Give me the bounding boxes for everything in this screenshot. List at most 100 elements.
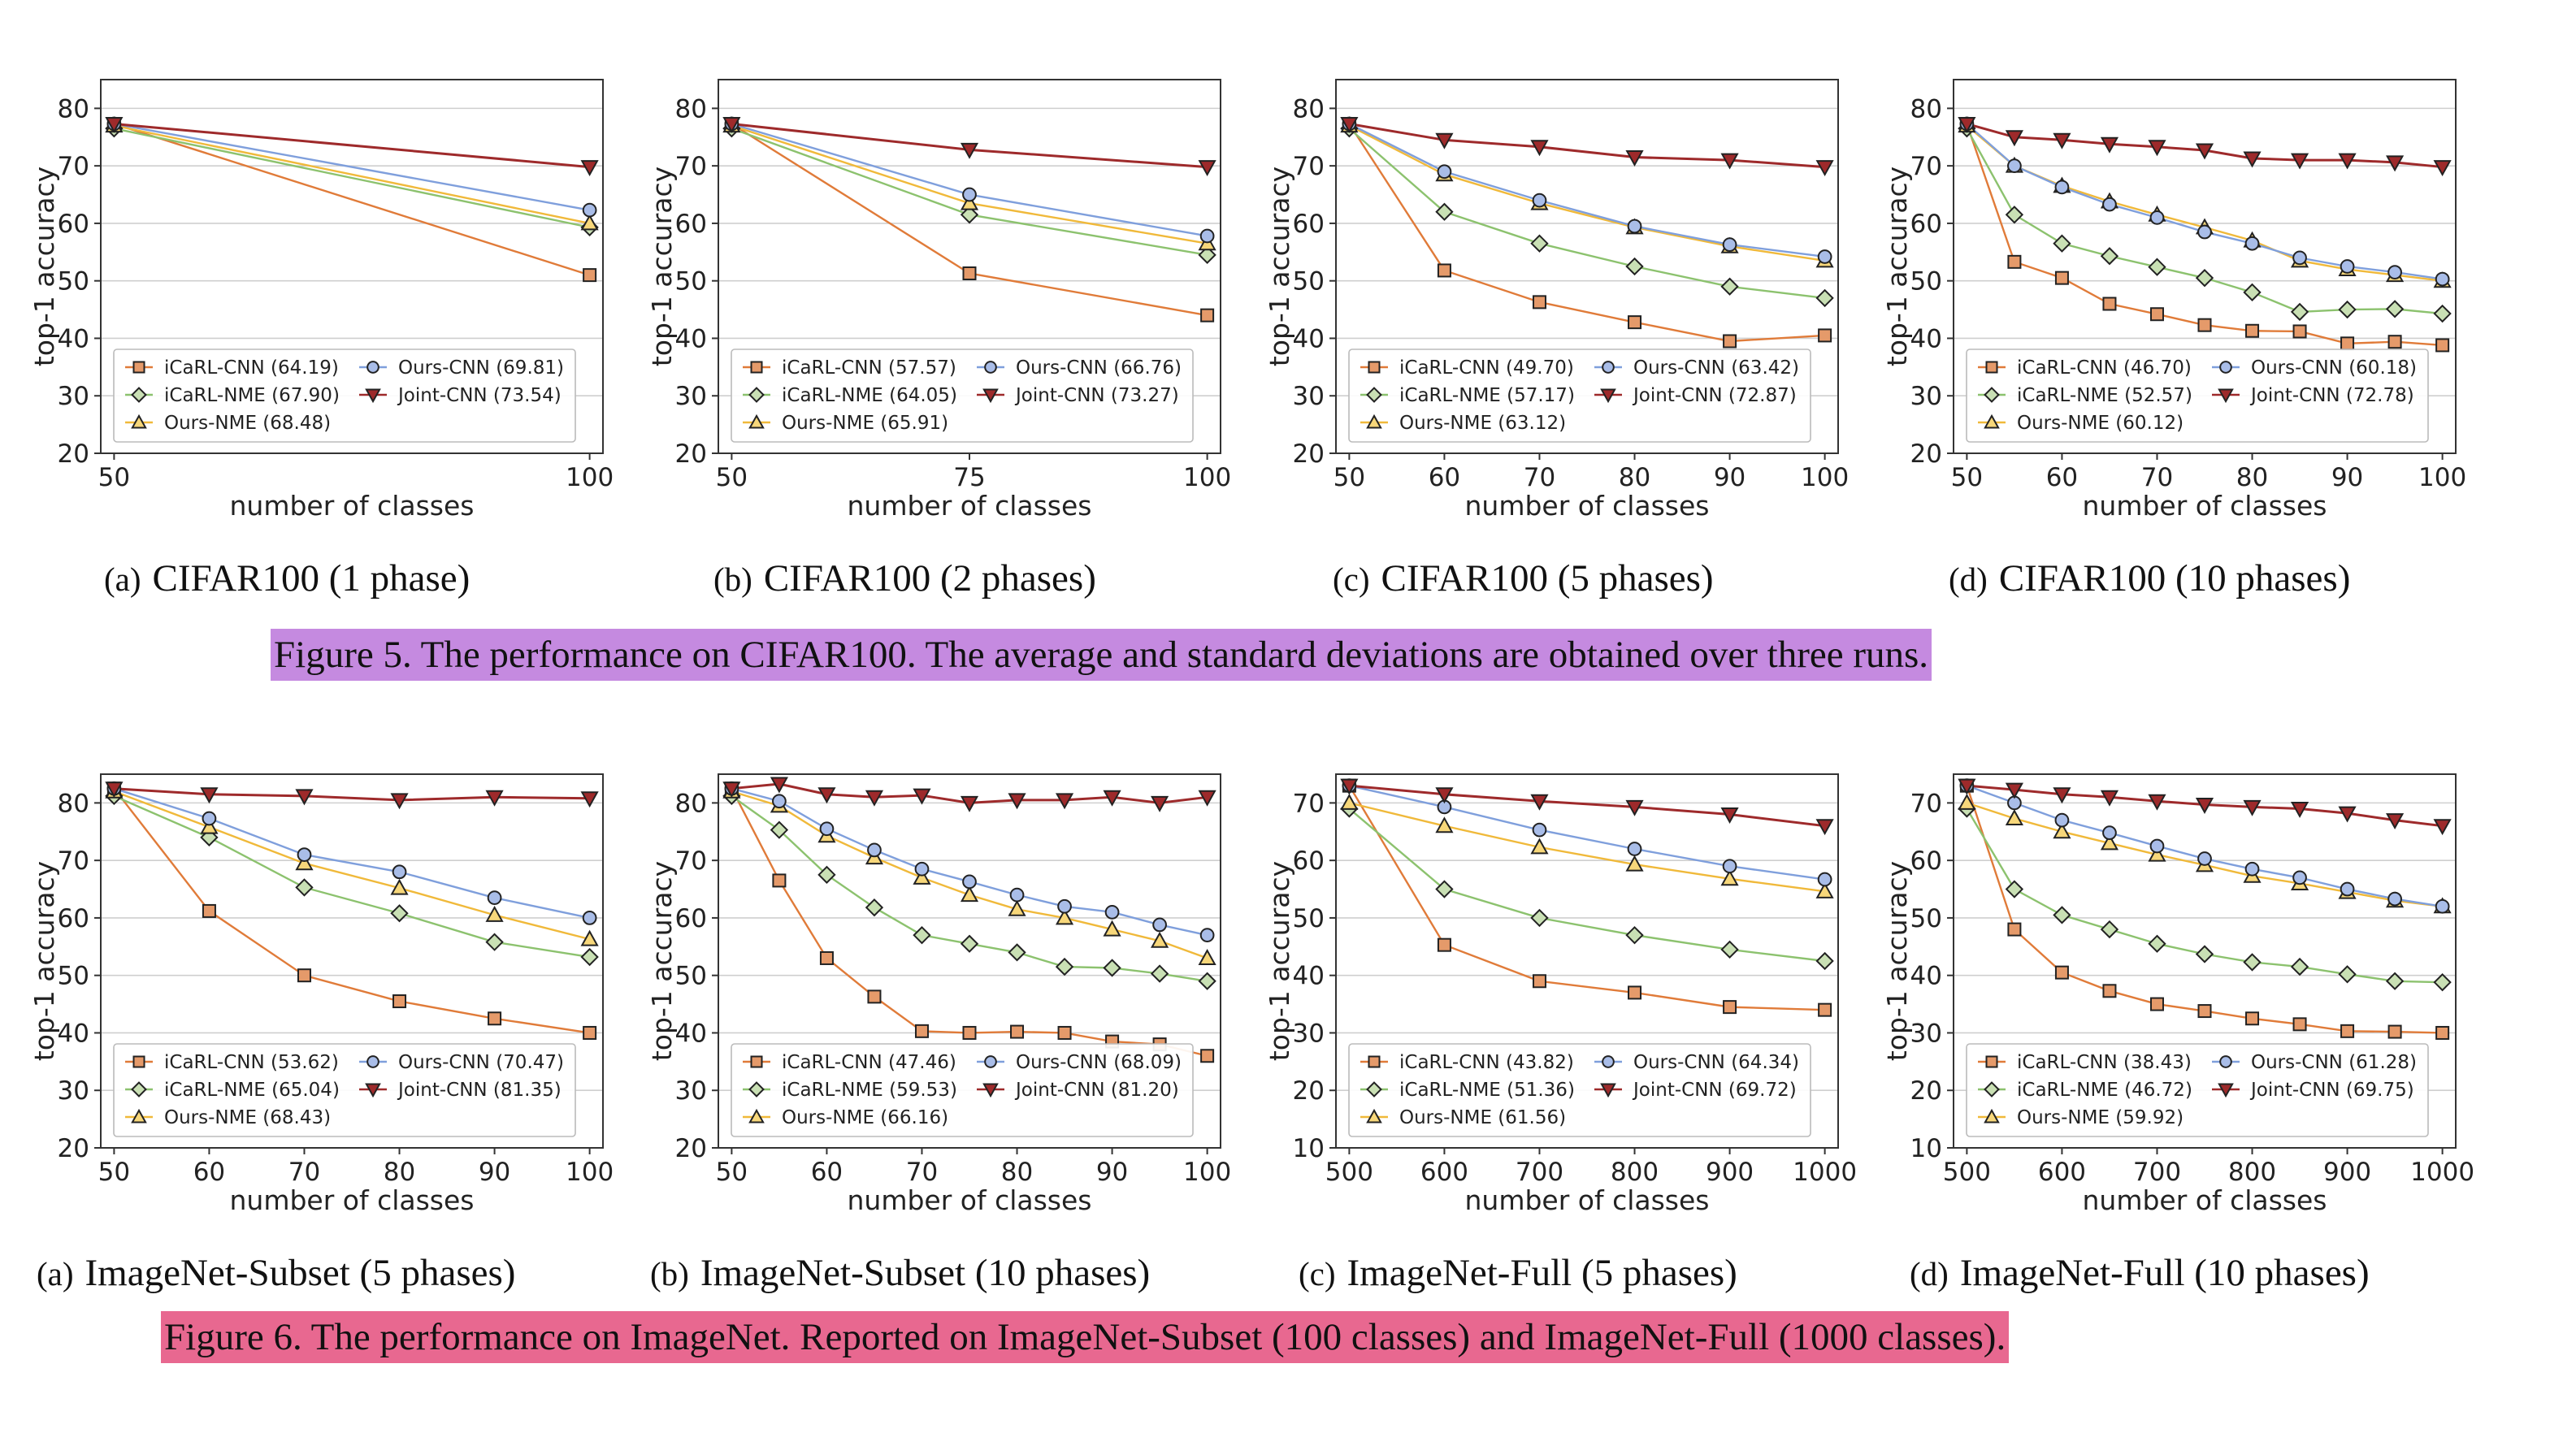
y-axis: 10 20 30 40 50 60 70: [1910, 789, 1954, 1163]
data-point-ours-nme: [580, 929, 599, 946]
y-tick-label: 30: [675, 382, 707, 411]
x-axis: 500 600 700 800 900 1000: [1325, 1148, 1857, 1187]
data-point-icarl-cnn: [1628, 315, 1642, 330]
legend-marker-ours-nme: [1984, 1108, 2000, 1123]
series-line-ours-cnn: [114, 123, 590, 211]
data-point-icarl-cnn: [1628, 985, 1642, 1000]
series-line-ours-nme: [1349, 802, 1825, 893]
legend-entry-ours-nme: Ours-NME (65.91): [782, 413, 948, 434]
y-tick-label: 40: [58, 1019, 89, 1048]
data-point-icarl-nme: [1435, 880, 1454, 898]
y-tick-label: 40: [1910, 324, 1942, 353]
subfigure-title: ImageNet-Full (10 phases): [1959, 1252, 2370, 1294]
data-point-joint-cnn: [105, 781, 124, 799]
legend-marker-joint-cnn: [365, 388, 381, 404]
data-point-icarl-nme: [960, 206, 979, 224]
x-axis: 50 100: [98, 453, 614, 492]
data-point-ours-cnn: [1199, 928, 1215, 943]
series-line-ours-cnn: [1349, 784, 1825, 881]
data-point-ours-cnn: [1009, 887, 1025, 903]
legend-marker-joint-cnn: [982, 1083, 999, 1098]
subfigure-label: (a): [37, 1255, 74, 1292]
data-point-ours-cnn: [2292, 870, 2307, 885]
data-point-ours-nme: [1625, 855, 1644, 872]
x-tick-label: 80: [384, 1158, 415, 1187]
data-point-icarl-cnn: [2292, 1017, 2307, 1032]
data-point-joint-cnn: [2386, 813, 2405, 830]
legend-marker-ours-nme: [131, 1108, 147, 1123]
data-point-joint-cnn: [1720, 153, 1739, 170]
y-tick-label: 80: [58, 789, 89, 818]
data-point-icarl-nme: [770, 820, 789, 839]
data-point-ours-cnn: [487, 890, 502, 906]
y-tick-label: 50: [58, 962, 89, 991]
data-point-icarl-nme: [295, 878, 314, 897]
data-point-joint-cnn: [2338, 153, 2357, 170]
legend-entry-ours-cnn: Ours-CNN (66.76): [1016, 357, 1182, 379]
data-point-ours-nme: [1435, 816, 1454, 833]
y-tick-label: 20: [1293, 439, 1325, 469]
data-point-ours-cnn: [2435, 898, 2450, 914]
x-tick-label: 50: [1334, 463, 1365, 492]
y-tick-label: 20: [58, 1134, 89, 1163]
data-point-icarl-cnn: [2197, 318, 2212, 332]
legend-marker-ours-nme: [131, 413, 147, 429]
y-tick-label: 40: [58, 324, 89, 353]
x-axis-label: number of classes: [848, 490, 1092, 522]
data-point-ours-cnn: [819, 821, 835, 837]
subfigure-title: CIFAR100 (5 phases): [1381, 557, 1714, 600]
legend-marker-icarl-nme: [1366, 1081, 1382, 1097]
data-point-icarl-cnn: [583, 1025, 597, 1040]
data-point-joint-cnn: [1340, 778, 1359, 795]
data-point-ours-cnn: [962, 874, 977, 890]
y-axis-label: top-1 accuracy: [1264, 861, 1295, 1061]
data-point-icarl-nme: [2100, 920, 2119, 939]
data-point-icarl-cnn: [772, 873, 787, 888]
data-point-joint-cnn: [2005, 130, 2023, 147]
legend-box: [731, 349, 1194, 443]
y-tick-label: 60: [1293, 210, 1325, 239]
data-point-icarl-cnn: [202, 903, 216, 918]
series-line-icarl-cnn: [1348, 123, 1825, 343]
y-tick-label: 80: [1293, 94, 1325, 123]
data-point-icarl-cnn: [1437, 937, 1451, 952]
legend-marker-joint-cnn: [365, 1083, 381, 1098]
data-point-ours-cnn: [202, 811, 217, 826]
data-point-icarl-cnn: [2245, 1011, 2260, 1026]
legend-entry-ours-cnn: Ours-CNN (63.42): [1633, 357, 1799, 379]
data-point-joint-cnn: [2243, 151, 2262, 168]
subfigure-caption: (c) CIFAR100 (5 phases): [1333, 556, 1714, 600]
legend-marker-ours-cnn: [1602, 1055, 1615, 1068]
legend-marker-joint-cnn: [982, 388, 999, 404]
data-point-icarl-nme: [1435, 202, 1454, 221]
y-tick-label: 60: [675, 210, 707, 239]
y-tick-label: 40: [1293, 962, 1325, 991]
y-tick-label: 70: [58, 152, 89, 181]
subfigure-title: ImageNet-Subset (5 phases): [85, 1252, 516, 1294]
data-point-ours-cnn: [1057, 898, 1072, 914]
data-point-joint-cnn: [1055, 793, 1074, 810]
data-point-joint-cnn: [1720, 807, 1739, 824]
series-line-joint-cnn: [1349, 784, 1825, 828]
legend-marker-ours-nme: [1984, 413, 2000, 429]
data-point-joint-cnn: [2195, 143, 2214, 160]
data-point-joint-cnn: [1815, 160, 1834, 177]
y-tick-label: 20: [1910, 1076, 1942, 1106]
series-line-ours-cnn: [1348, 123, 1825, 258]
y-tick-label: 50: [1293, 267, 1325, 297]
subfigure-caption: (c) ImageNet-Full (5 phases): [1299, 1251, 1737, 1295]
data-point-icarl-cnn: [2292, 324, 2307, 339]
data-point-joint-cnn: [2195, 798, 2214, 814]
legend-entry-ours-cnn: Ours-CNN (60.18): [2251, 357, 2417, 379]
data-point-joint-cnn: [2053, 787, 2071, 804]
data-point-ours-cnn: [1722, 859, 1737, 874]
data-point-ours-cnn: [582, 202, 597, 218]
data-point-joint-cnn: [865, 790, 884, 807]
data-point-icarl-cnn: [392, 994, 407, 1009]
x-axis: 50 75 100: [716, 453, 1231, 492]
data-point-icarl-cnn: [297, 968, 311, 983]
data-point-joint-cnn: [1151, 795, 1169, 812]
legend-marker-icarl-nme: [131, 387, 147, 403]
y-axis-label: top-1 accuracy: [1264, 167, 1295, 366]
x-tick-label: 90: [1096, 1158, 1128, 1187]
